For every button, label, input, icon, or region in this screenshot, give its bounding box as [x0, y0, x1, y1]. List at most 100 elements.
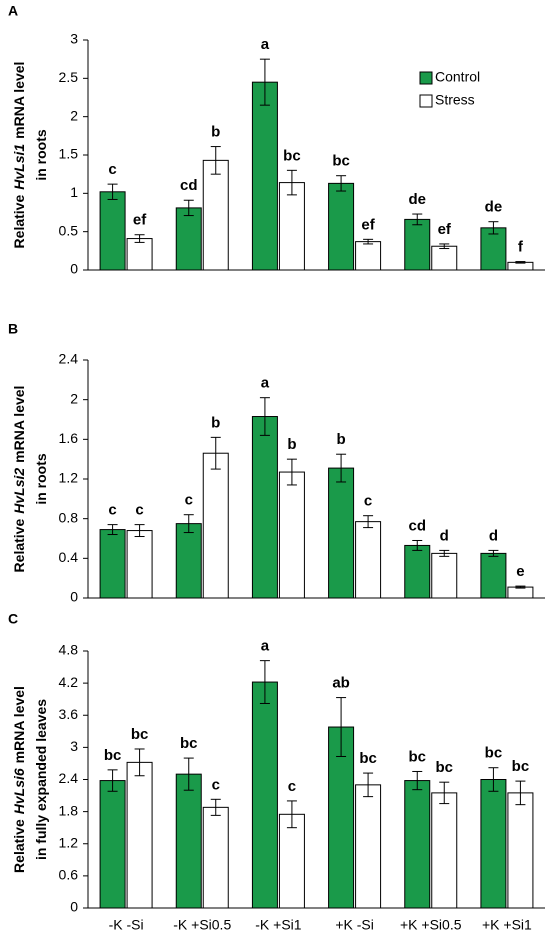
bar [175, 773, 202, 909]
bar [507, 792, 534, 909]
significance-letter: c [108, 502, 116, 519]
bar [175, 207, 202, 271]
error-bar [412, 213, 423, 226]
error-bar [439, 243, 450, 250]
y-axis-label-part: HvLsi1 [11, 144, 27, 190]
significance-letter: c [135, 502, 143, 519]
significance-letter: d [489, 527, 498, 544]
error-bar [286, 169, 297, 196]
y-tick-label: 1 [70, 184, 78, 200]
error-bar [259, 397, 270, 436]
bar [355, 521, 382, 599]
error-bar [259, 660, 270, 704]
y-tick-label: 1.2 [59, 834, 79, 850]
bar [480, 552, 507, 599]
bar [202, 806, 229, 909]
error-bar [107, 524, 118, 536]
y-tick-label: 0.4 [59, 549, 79, 565]
y-axis-label-part: mRNA level [11, 686, 27, 763]
significance-letter: b [336, 431, 345, 448]
error-bar [134, 748, 145, 777]
panel-label: B [8, 321, 18, 337]
error-bar [439, 549, 450, 557]
significance-letter: de [408, 191, 426, 208]
y-axis-label-part: in roots [33, 453, 49, 505]
y-tick-label: 0.5 [59, 222, 79, 238]
significance-letter: b [211, 124, 220, 141]
significance-letter: bc [435, 759, 453, 776]
y-tick-label: 3 [70, 738, 78, 754]
significance-letter: bc [283, 147, 301, 164]
bar [480, 779, 507, 909]
bar [202, 159, 229, 271]
error-bar [210, 436, 221, 470]
y-tick-label: 3 [70, 31, 78, 47]
significance-letter: b [287, 436, 296, 453]
error-bar [259, 58, 270, 106]
bar [355, 784, 382, 909]
error-bar [210, 798, 221, 816]
y-tick-label: 2.4 [59, 770, 79, 786]
bar [99, 529, 126, 599]
significance-letter: bc [131, 726, 149, 743]
y-tick-label: 4.2 [59, 674, 79, 690]
bar [99, 780, 126, 909]
significance-letter: ef [361, 216, 375, 233]
panel-label: C [8, 611, 18, 627]
error-bar [488, 549, 499, 557]
bar [175, 523, 202, 599]
bar [404, 780, 431, 909]
y-axis-label: in fully expanded leaves [33, 699, 49, 860]
error-bar [183, 199, 194, 217]
bar [251, 416, 278, 599]
significance-letter: bc [408, 748, 426, 765]
significance-letter: ef [438, 221, 452, 238]
legend-swatch [419, 94, 433, 108]
legend-label: Stress [435, 92, 475, 108]
x-tick-label: -K -Si [109, 917, 144, 933]
y-tick-label: 1.2 [59, 470, 79, 486]
x-tick-label: +K +Si1 [482, 917, 532, 933]
error-bar [336, 697, 347, 757]
error-bar [210, 146, 221, 175]
bar [328, 726, 355, 909]
error-bar [134, 234, 145, 243]
bar [278, 471, 305, 599]
significance-letter: c [288, 778, 296, 795]
y-axis-label-part: Relative [11, 819, 27, 873]
error-bar [336, 453, 347, 483]
x-tick-label: -K +Si1 [255, 917, 302, 933]
y-axis-label: Relative HvLsi2 mRNA level [11, 386, 27, 573]
significance-letter: a [261, 638, 270, 655]
bar [251, 681, 278, 909]
bar [355, 241, 382, 271]
significance-letter: c [185, 492, 193, 509]
y-tick-label: 0.6 [59, 867, 79, 883]
bar [251, 81, 278, 271]
y-axis-label: in roots [33, 453, 49, 505]
y-axis-label: in roots [33, 129, 49, 181]
x-tick-label: -K +Si0.5 [173, 917, 231, 933]
error-bar [488, 767, 499, 792]
y-axis-label-part: HvLsi2 [11, 468, 27, 514]
significance-letter: bc [180, 735, 198, 752]
y-tick-label: 3.6 [59, 706, 79, 722]
y-axis-label-part: Relative [11, 195, 27, 249]
bar [126, 238, 153, 271]
y-tick-label: 1.8 [59, 802, 79, 818]
error-bar [515, 261, 526, 264]
error-bar [412, 539, 423, 551]
bar [126, 530, 153, 599]
bar [404, 218, 431, 271]
y-tick-label: 4.8 [59, 642, 79, 658]
error-bar [183, 757, 194, 791]
y-axis-label: Relative HvLsi1 mRNA level [11, 62, 27, 249]
x-tick-label: +K -Si [335, 917, 374, 933]
y-tick-label: 2.5 [59, 69, 79, 85]
significance-letter: cd [180, 177, 198, 194]
x-tick-label: +K +Si0.5 [400, 917, 462, 933]
error-bar [439, 781, 450, 805]
error-bar [336, 175, 347, 192]
bar [278, 813, 305, 909]
y-tick-label: 2.4 [59, 351, 79, 367]
